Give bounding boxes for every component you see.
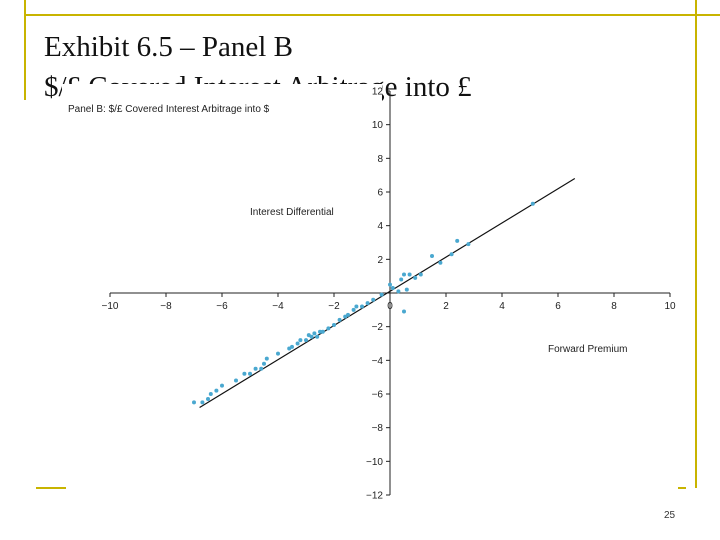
y-tick-label: 8 bbox=[377, 154, 383, 165]
data-point bbox=[388, 282, 392, 287]
x-tick-label: 4 bbox=[499, 301, 505, 312]
data-point bbox=[312, 331, 317, 336]
data-point bbox=[390, 285, 395, 290]
data-point bbox=[206, 397, 210, 402]
data-point bbox=[337, 317, 342, 322]
data-point bbox=[315, 334, 320, 339]
data-point bbox=[430, 253, 434, 258]
data-point bbox=[290, 344, 294, 349]
x-tick-label: −10 bbox=[102, 301, 119, 312]
data-point bbox=[402, 309, 406, 314]
x-tick-label: 10 bbox=[664, 301, 676, 312]
data-point bbox=[220, 383, 224, 388]
y-tick-label: −10 bbox=[366, 457, 383, 468]
y-tick-label: −6 bbox=[372, 390, 384, 401]
footer-rule-left bbox=[36, 487, 66, 489]
y-tick-label: 6 bbox=[377, 188, 383, 199]
x-tick-label: −4 bbox=[272, 301, 284, 312]
x-tick-label: 0 bbox=[387, 301, 393, 312]
chart-title-background bbox=[62, 84, 382, 118]
x-tick-label: 2 bbox=[443, 301, 449, 312]
data-points-group bbox=[192, 201, 535, 405]
data-point bbox=[371, 297, 376, 302]
x-tick-label: 6 bbox=[555, 301, 561, 312]
data-point bbox=[259, 366, 264, 371]
data-point bbox=[360, 304, 364, 309]
data-point bbox=[438, 260, 443, 265]
data-point bbox=[276, 351, 280, 356]
data-point bbox=[304, 338, 308, 343]
slide-frame-top bbox=[24, 14, 720, 16]
data-point bbox=[404, 287, 409, 292]
data-point bbox=[351, 307, 356, 312]
data-point bbox=[379, 292, 384, 297]
y-tick-label: −4 bbox=[372, 356, 384, 367]
data-point bbox=[407, 272, 412, 277]
data-point bbox=[309, 334, 314, 339]
x-tick-label: −6 bbox=[216, 301, 228, 312]
footer-rule-right bbox=[678, 487, 686, 489]
slide-frame-right bbox=[695, 0, 697, 488]
y-tick-label: −8 bbox=[372, 423, 384, 434]
data-point bbox=[399, 277, 404, 282]
data-point bbox=[402, 272, 406, 277]
data-point bbox=[418, 272, 423, 277]
slide-title: Exhibit 6.5 – Panel B bbox=[44, 31, 293, 63]
slide-number: 25 bbox=[664, 510, 676, 521]
data-point bbox=[242, 371, 247, 376]
data-point bbox=[298, 338, 303, 343]
data-point bbox=[354, 304, 359, 309]
data-point bbox=[248, 371, 252, 376]
x-tick-label: −2 bbox=[328, 301, 340, 312]
data-point bbox=[192, 400, 196, 405]
data-point bbox=[455, 238, 460, 243]
y-axis-label: Interest Differential bbox=[250, 207, 334, 218]
x-tick-label: 8 bbox=[611, 301, 617, 312]
data-point bbox=[262, 361, 266, 366]
chart-title: Panel B: $/£ Covered Interest Arbitrage … bbox=[68, 104, 270, 115]
y-tick-label: 2 bbox=[377, 255, 383, 266]
data-point bbox=[449, 252, 454, 257]
y-tick-label: −12 bbox=[366, 491, 383, 502]
data-point bbox=[413, 275, 418, 280]
data-point bbox=[346, 312, 350, 317]
x-tick-label: −8 bbox=[160, 301, 172, 312]
y-tick-label: 10 bbox=[372, 120, 384, 131]
data-point bbox=[396, 289, 401, 294]
data-point bbox=[365, 301, 370, 306]
data-point bbox=[318, 329, 322, 334]
y-tick-label: 12 bbox=[372, 87, 384, 98]
slide-frame-left bbox=[24, 0, 26, 100]
data-point bbox=[295, 341, 300, 346]
y-tick-label: 4 bbox=[377, 221, 383, 232]
data-point bbox=[320, 329, 325, 334]
data-point bbox=[214, 388, 219, 393]
x-axis-label: Forward Premium bbox=[548, 344, 627, 355]
data-point bbox=[332, 322, 336, 327]
data-point bbox=[326, 326, 331, 331]
data-point bbox=[234, 378, 238, 383]
data-point bbox=[530, 201, 535, 206]
data-point bbox=[200, 400, 205, 405]
data-point bbox=[264, 356, 269, 361]
data-point bbox=[253, 366, 258, 371]
data-point bbox=[208, 392, 213, 396]
y-tick-label: −2 bbox=[372, 322, 384, 333]
data-point bbox=[466, 242, 471, 247]
